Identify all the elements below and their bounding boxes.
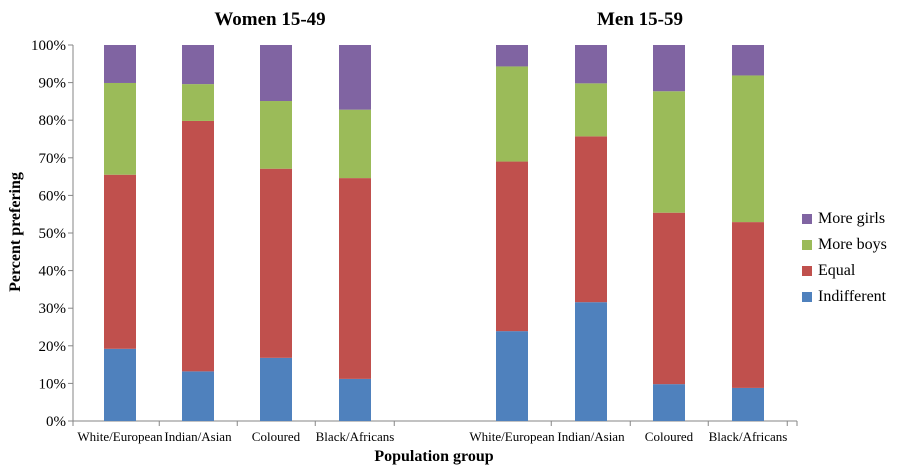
legend-label: Equal bbox=[818, 262, 856, 279]
tick-labels: 0% 10% 20% 30% 40% 50% 60% 70% 80% 90% 100% White/E… bbox=[31, 38, 787, 444]
y-tick-label: 80% bbox=[39, 113, 67, 129]
bar-segment-more-boys bbox=[104, 82, 136, 175]
bar-segment-more-boys bbox=[182, 84, 214, 121]
bar-segment-indifferent bbox=[182, 371, 214, 421]
y-tick-label: 90% bbox=[39, 76, 67, 92]
x-tick-label: Black/Africans bbox=[709, 429, 788, 444]
bar-segment-more-girls bbox=[732, 45, 764, 76]
bar-segment-equal bbox=[182, 120, 214, 372]
y-tick-label: 100% bbox=[31, 38, 66, 54]
bar-segment-more-girls bbox=[182, 45, 214, 85]
panel-title-men: Men 15-59 bbox=[597, 9, 683, 30]
x-tick-label: Indian/Asian bbox=[557, 429, 625, 444]
bar-segment-indifferent bbox=[339, 378, 371, 421]
bar-segment-more-boys bbox=[496, 66, 528, 162]
y-tick-label: 70% bbox=[39, 151, 67, 167]
y-tick-label: 40% bbox=[39, 264, 67, 280]
legend-label: Indifferent bbox=[818, 288, 887, 305]
axes bbox=[68, 44, 798, 426]
x-tick-label: Coloured bbox=[645, 429, 694, 444]
bar-segment-equal bbox=[104, 174, 136, 349]
bar-segment-equal bbox=[732, 222, 764, 388]
y-tick-label: 50% bbox=[39, 226, 67, 242]
legend-swatch bbox=[802, 214, 812, 224]
bar-segment-more-boys bbox=[575, 83, 607, 137]
bar-segment-equal bbox=[653, 212, 685, 385]
bar-segment-more-girls bbox=[496, 45, 528, 67]
bar-segment-more-boys bbox=[339, 109, 371, 179]
x-tick-label: Coloured bbox=[252, 429, 301, 444]
x-tick-label: White/European bbox=[77, 429, 163, 444]
bar-segment-more-girls bbox=[575, 45, 607, 84]
legend-item: More boys bbox=[802, 232, 887, 258]
x-tick-label: Indian/Asian bbox=[164, 429, 232, 444]
y-tick-label: 60% bbox=[39, 188, 67, 204]
legend-item: Indifferent bbox=[802, 284, 887, 310]
x-tick-label: Black/Africans bbox=[316, 429, 395, 444]
bar-segment-indifferent bbox=[496, 331, 528, 421]
legend-label: More boys bbox=[818, 236, 887, 253]
legend-label: More girls bbox=[818, 210, 886, 227]
bar-segment-more-girls bbox=[339, 45, 371, 110]
legend-item: Equal bbox=[802, 258, 887, 284]
legend-swatch bbox=[802, 292, 812, 302]
y-tick-label: 10% bbox=[39, 376, 67, 392]
panel-title-women: Women 15-49 bbox=[214, 9, 325, 30]
y-axis-title: Percent prefering bbox=[7, 172, 24, 292]
bar-segment-more-girls bbox=[260, 45, 292, 102]
legend-swatch bbox=[802, 240, 812, 250]
legend: More girls More boys Equal Indifferent bbox=[802, 206, 887, 310]
bar-segment-equal bbox=[339, 178, 371, 379]
bar-segment-equal bbox=[260, 168, 292, 358]
bar-segment-equal bbox=[575, 136, 607, 303]
bar-segment-more-boys bbox=[653, 91, 685, 213]
x-tick-label: White/European bbox=[469, 429, 555, 444]
bar-segment-indifferent bbox=[653, 384, 685, 421]
bar-segment-more-girls bbox=[653, 45, 685, 92]
bars bbox=[104, 45, 764, 421]
x-axis-title: Population group bbox=[374, 448, 493, 465]
legend-item: More girls bbox=[802, 206, 887, 232]
bar-segment-indifferent bbox=[575, 302, 607, 421]
y-tick-label: 30% bbox=[39, 301, 67, 317]
bar-segment-equal bbox=[496, 161, 528, 332]
bar-segment-more-girls bbox=[104, 45, 136, 83]
bar-segment-indifferent bbox=[260, 357, 292, 421]
y-tick-label: 20% bbox=[39, 339, 67, 355]
legend-swatch bbox=[802, 266, 812, 276]
bar-segment-indifferent bbox=[732, 387, 764, 421]
bar-segment-more-boys bbox=[260, 101, 292, 169]
bar-segment-more-boys bbox=[732, 75, 764, 223]
bar-segment-indifferent bbox=[104, 348, 136, 421]
y-tick-label: 0% bbox=[46, 414, 66, 430]
